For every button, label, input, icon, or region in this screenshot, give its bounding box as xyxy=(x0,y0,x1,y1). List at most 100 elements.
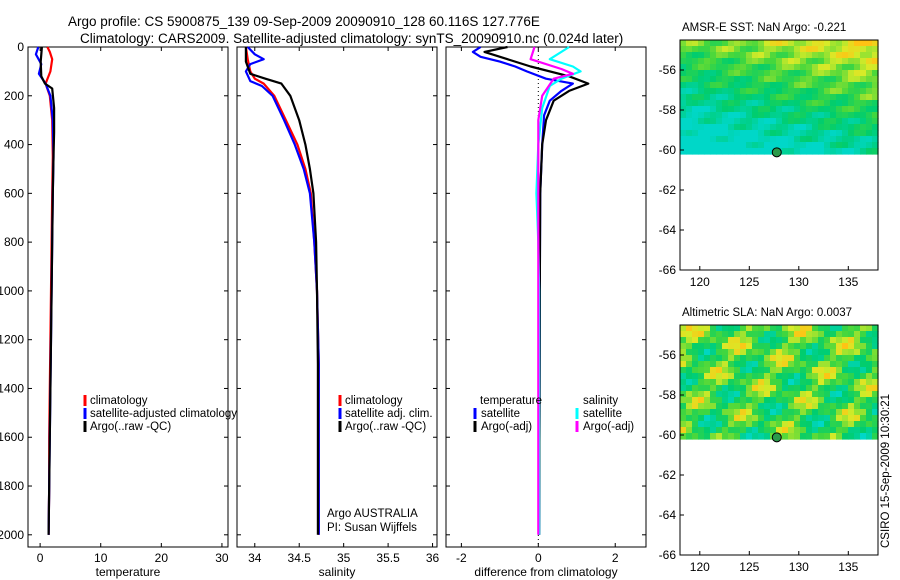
heatmap-cell xyxy=(794,433,801,440)
heatmap-cell xyxy=(824,409,831,416)
heatmap-cell xyxy=(794,70,801,77)
heatmap-cell xyxy=(788,331,795,338)
heatmap-cell xyxy=(710,136,717,143)
heatmap-cell xyxy=(686,403,693,410)
heatmap-cell xyxy=(842,148,849,155)
heatmap-cell xyxy=(692,415,699,422)
heatmap-cell xyxy=(818,106,825,113)
heatmap-cell xyxy=(776,88,783,95)
heatmap-cell xyxy=(698,40,705,47)
heatmap-cell xyxy=(830,337,837,344)
heatmap-cell xyxy=(704,361,711,368)
heatmap-cell xyxy=(746,58,753,65)
heatmap-cell xyxy=(734,409,741,416)
heatmap-cell xyxy=(728,148,735,155)
heatmap-cell xyxy=(746,106,753,113)
y-tick-label: -64 xyxy=(659,508,677,522)
heatmap-cell xyxy=(872,100,879,107)
temperature-legend: climatology satellite-adjusted climatolo… xyxy=(83,395,237,433)
heatmap-cell xyxy=(698,409,705,416)
heatmap-cell xyxy=(836,88,843,95)
heatmap-cell xyxy=(842,403,849,410)
heatmap-cell xyxy=(734,361,741,368)
heatmap-cell xyxy=(776,403,783,410)
heatmap-cell xyxy=(722,100,729,107)
heatmap-cell xyxy=(812,355,819,362)
heatmap-cell xyxy=(752,112,759,119)
heatmap-cell xyxy=(764,40,771,47)
heatmap-cell xyxy=(680,58,687,65)
heatmap-cell xyxy=(728,373,735,380)
heatmap-cell xyxy=(860,100,867,107)
heatmap-cell xyxy=(854,355,861,362)
heatmap-cell xyxy=(836,40,843,47)
heatmap-cell xyxy=(800,70,807,77)
heatmap-cell xyxy=(746,40,753,47)
heatmap-cell xyxy=(734,373,741,380)
heatmap-cell xyxy=(848,337,855,344)
heatmap-cell xyxy=(686,58,693,65)
argo-position-marker xyxy=(771,147,782,158)
heatmap-cell xyxy=(722,64,729,71)
x-tick-label: 130 xyxy=(789,275,809,289)
heatmap-cell xyxy=(872,148,879,155)
heatmap-cell xyxy=(782,118,789,125)
heatmap-cell xyxy=(794,64,801,71)
heatmap-cell xyxy=(860,325,867,332)
heatmap-cell xyxy=(776,397,783,404)
heatmap-cell xyxy=(698,427,705,434)
heatmap-cell xyxy=(680,403,687,410)
heatmap-cell xyxy=(842,130,849,137)
heatmap-cell xyxy=(812,88,819,95)
heatmap-cell xyxy=(764,46,771,53)
heatmap-cell xyxy=(746,385,753,392)
heatmap-cell xyxy=(788,136,795,143)
heatmap-cell xyxy=(752,409,759,416)
heatmap-cell xyxy=(842,76,849,83)
heatmap-cell xyxy=(806,130,813,137)
heatmap-cell xyxy=(872,361,879,368)
heatmap-cell xyxy=(722,118,729,125)
heatmap-cell xyxy=(752,421,759,428)
heatmap-cell xyxy=(770,100,777,107)
heatmap-cell xyxy=(818,100,825,107)
heatmap-cell xyxy=(740,343,747,350)
heatmap-cell xyxy=(746,343,753,350)
heatmap-cell xyxy=(704,112,711,119)
heatmap-cell xyxy=(728,70,735,77)
heatmap-cell xyxy=(806,355,813,362)
heatmap-cell xyxy=(836,58,843,65)
heatmap-cell xyxy=(800,40,807,47)
heatmap-cell xyxy=(866,367,873,374)
heatmap-cell xyxy=(830,373,837,380)
heatmap-cell xyxy=(710,58,717,65)
heatmap-cell xyxy=(722,40,729,47)
heatmap-cell xyxy=(848,148,855,155)
heatmap-cell xyxy=(830,124,837,131)
heatmap-cell xyxy=(686,421,693,428)
heatmap-cell xyxy=(734,106,741,113)
heatmap-cell xyxy=(770,385,777,392)
heatmap-cell xyxy=(770,331,777,338)
heatmap-cell xyxy=(740,379,747,386)
heatmap-cell xyxy=(770,76,777,83)
heatmap-cell xyxy=(872,391,879,398)
heatmap-cell xyxy=(746,421,753,428)
x-tick-label: 35.5 xyxy=(376,551,400,565)
heatmap-cell xyxy=(770,52,777,59)
heatmap-cell xyxy=(860,136,867,143)
heatmap-cell xyxy=(704,325,711,332)
heatmap-cell xyxy=(764,367,771,374)
heatmap-cell xyxy=(818,118,825,125)
heatmap-cell xyxy=(830,112,837,119)
figure-title-line2: Climatology: CARS2009. Satellite-adjuste… xyxy=(80,31,623,46)
heatmap-cell xyxy=(734,349,741,356)
y-tick-label: -58 xyxy=(659,388,677,402)
heatmap-cell xyxy=(848,331,855,338)
x-tick-label: 30 xyxy=(215,551,229,565)
heatmap-cell xyxy=(860,385,867,392)
amsre-sst-map: 120 125 130 135 -56 -58 -60 -62 -64 -66 xyxy=(659,39,879,289)
heatmap-cell xyxy=(740,112,747,119)
heatmap-cell xyxy=(686,385,693,392)
heatmap-cell xyxy=(722,367,729,374)
